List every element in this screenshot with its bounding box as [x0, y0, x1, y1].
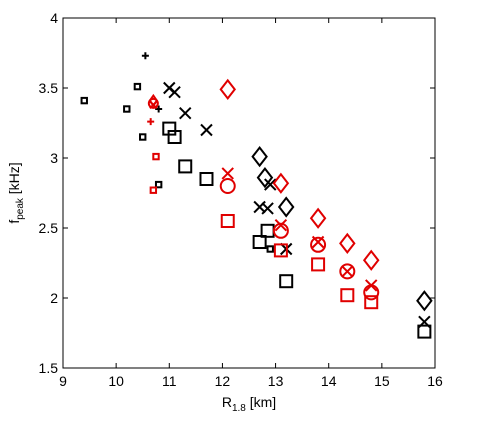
y-axis-label: fpeak [kHz] — [6, 162, 26, 223]
data-point-square — [154, 180, 163, 189]
y-axis-label-unit: [kHz] — [6, 162, 22, 198]
data-point-diamond — [362, 249, 380, 271]
data-point-cross — [168, 85, 181, 99]
x-tick-label: 16 — [427, 373, 443, 389]
data-point-cross — [221, 167, 234, 180]
x-axis-label-unit: [km] — [246, 394, 276, 410]
data-point-plus — [141, 52, 149, 60]
x-tick-label: 14 — [321, 373, 337, 389]
data-point-square — [199, 172, 214, 186]
data-point-diamond — [309, 207, 327, 229]
data-point-circle — [272, 222, 289, 239]
data-point-circle — [147, 97, 159, 109]
data-point-cross — [264, 178, 277, 191]
data-point-plus — [155, 105, 163, 113]
y-tick-label: 3.5 — [39, 80, 59, 96]
x-tick-label: 9 — [59, 373, 67, 389]
y-axis-label-main: f — [6, 220, 22, 224]
data-point-square — [123, 105, 131, 113]
data-point-cross — [274, 218, 288, 232]
data-point-diamond — [416, 290, 433, 312]
y-tick-label: 4 — [50, 10, 58, 26]
data-point-square — [133, 82, 142, 91]
data-point-diamond — [272, 172, 290, 194]
x-axis-label-subscript: 1.8 — [232, 403, 246, 414]
data-point-circle — [363, 284, 380, 301]
data-point-plus — [147, 118, 155, 126]
x-tick-label: 12 — [215, 373, 231, 389]
data-point-diamond — [339, 232, 356, 255]
data-point-diamond — [277, 196, 295, 218]
plot-area — [62, 17, 436, 369]
data-point-circle — [310, 236, 327, 253]
data-point-square — [178, 159, 193, 174]
data-point-cross — [149, 100, 158, 110]
data-point-square — [220, 214, 235, 228]
data-point-cross — [179, 106, 192, 120]
x-tick-label: 15 — [374, 373, 390, 389]
data-point-square — [80, 96, 88, 105]
data-point-diamond — [219, 78, 237, 101]
data-point-square — [139, 133, 147, 141]
data-point-square — [311, 257, 326, 272]
y-axis-label-subscript: peak — [15, 197, 26, 220]
data-point-circle — [339, 263, 356, 280]
data-point-square — [417, 324, 432, 339]
data-point-cross — [261, 202, 274, 215]
data-points — [80, 52, 433, 339]
data-point-cross — [341, 265, 354, 278]
data-point-square — [152, 152, 160, 161]
y-tick-label: 3 — [50, 150, 58, 166]
data-point-square — [340, 288, 355, 303]
x-tick-label: 10 — [108, 373, 124, 389]
data-point-square — [273, 243, 288, 258]
data-point-square — [167, 130, 182, 144]
axis-ticks: 9 10 11 12 13 14 15 16 1.5 2 2.5 3 3.5 4 — [39, 10, 443, 389]
data-point-square — [279, 274, 294, 289]
x-axis-label-main: R — [222, 394, 232, 410]
y-tick-label: 2.5 — [39, 220, 59, 236]
y-tick-label: 2 — [50, 290, 58, 306]
data-point-circle — [219, 178, 236, 194]
data-point-diamond — [256, 166, 274, 189]
data-point-square — [252, 235, 267, 249]
data-point-square — [266, 245, 274, 253]
y-tick-label: 1.5 — [39, 360, 59, 376]
data-point-square — [149, 186, 158, 194]
x-axis-label: R1.8 [km] — [222, 394, 276, 414]
data-point-cross — [200, 123, 213, 137]
data-point-diamond — [251, 145, 268, 168]
x-tick-label: 13 — [268, 373, 284, 389]
data-point-square — [364, 295, 379, 310]
x-tick-label: 11 — [162, 373, 177, 389]
